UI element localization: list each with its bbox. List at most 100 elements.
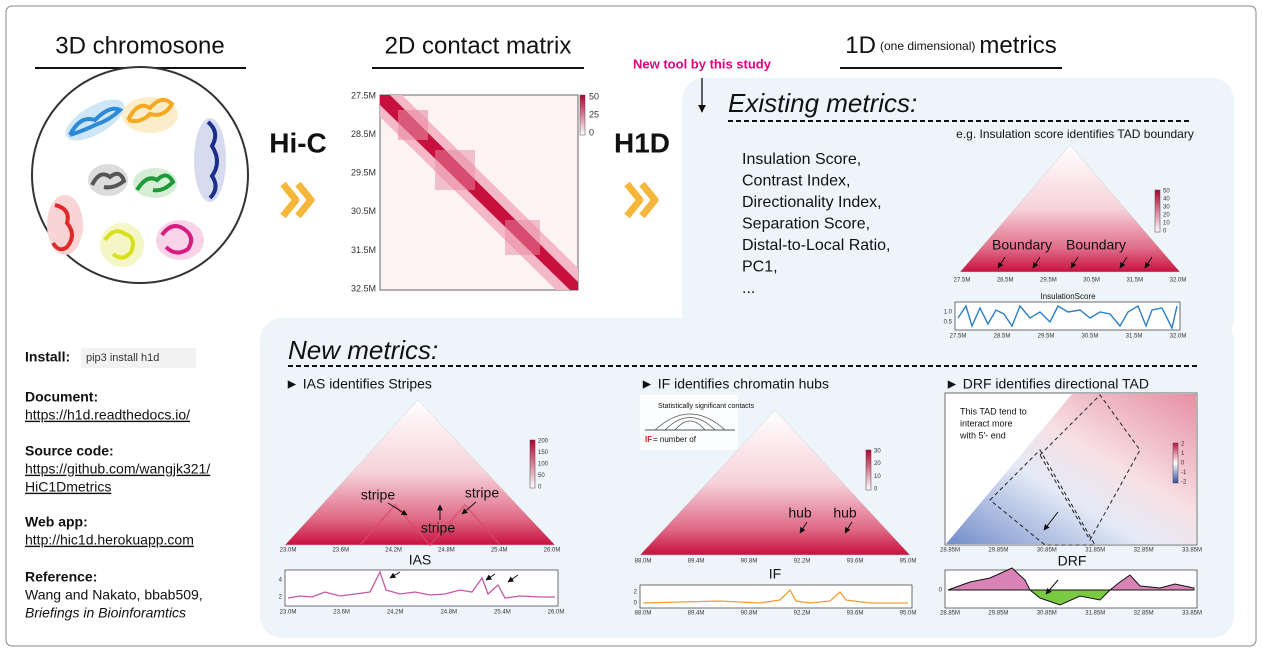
metric-item: Contrast Index, <box>742 173 851 190</box>
y-tick-label: 1.0 <box>944 310 953 316</box>
annotation: with 5'- end <box>959 430 1006 440</box>
info-label: Web app: <box>25 514 88 530</box>
step-label: Hi-C <box>269 127 327 158</box>
info-label: Source code: <box>25 443 114 459</box>
x-tick-label: 95.0M <box>900 559 917 565</box>
info-label: Document: <box>25 389 98 405</box>
figure: 3D chromosone 2D contact matrix 1D (one d… <box>0 0 1263 653</box>
y-tick-label: 100 <box>538 462 549 468</box>
track-title: InsulationScore <box>1040 292 1096 301</box>
annotation: Boundary <box>1066 237 1126 253</box>
metric-item: Separation Score, <box>742 216 870 233</box>
y-tick-label: 25 <box>589 109 599 119</box>
metric-item: PC1, <box>742 259 778 276</box>
metric-item: Directionality Index, <box>742 194 882 211</box>
x-tick-label: 29.85M <box>988 548 1008 554</box>
y-tick-label: 20 <box>1163 213 1170 219</box>
reference-text: Briefings in Bioinforamtics <box>25 605 186 621</box>
y-tick-label: 20 <box>874 461 881 467</box>
x-tick-label: 26.0M <box>548 610 565 616</box>
x-tick-label: 24.2M <box>387 610 404 616</box>
y-tick-label: 29.5M <box>351 168 376 178</box>
header: 3D chromosone <box>55 32 224 59</box>
header-part: (one dimensional) <box>880 39 975 53</box>
x-tick-label: 24.8M <box>440 610 457 616</box>
step-label: H1D <box>614 127 670 158</box>
x-tick-label: 28.5M <box>997 278 1014 284</box>
header-part: metrics <box>979 32 1056 59</box>
section-title: Existing metrics: <box>728 88 917 118</box>
annotation: interact more <box>960 418 1013 428</box>
y-tick-label: 0 <box>589 127 594 137</box>
x-tick-label: 89.4M <box>688 611 705 617</box>
inset-text: = number of <box>653 435 697 444</box>
contact-matrix <box>380 95 585 290</box>
annotation: stripe <box>465 485 499 501</box>
y-tick-label: 50 <box>1163 189 1170 195</box>
annotation: stripe <box>361 487 395 503</box>
info-label: Reference: <box>25 569 97 585</box>
x-tick-label: 23.6M <box>332 548 349 554</box>
code: pip3 install h1d <box>86 352 159 364</box>
link[interactable]: https://h1d.readthedocs.io/ <box>25 407 190 423</box>
y-tick-label: 30 <box>1163 205 1170 211</box>
track-label: IF <box>769 566 781 582</box>
y-tick-label: 10 <box>874 474 881 480</box>
x-tick-label: 28.5M <box>994 334 1011 340</box>
x-tick-label: 28.85M <box>940 548 960 554</box>
annotation: This TAD tend to <box>960 406 1027 416</box>
x-tick-label: 30.5M <box>1083 278 1100 284</box>
y-tick-label: 40 <box>1163 197 1170 203</box>
x-tick-label: 23.0M <box>280 610 297 616</box>
link[interactable]: HiC1Dmetrics <box>25 479 111 495</box>
x-tick-label: 27.5M <box>954 278 971 284</box>
track-label: IAS <box>409 552 432 568</box>
x-tick-label: 24.8M <box>438 548 455 554</box>
y-tick-label: 31.5M <box>351 245 376 255</box>
x-tick-label: 31.5M <box>1126 334 1143 340</box>
x-tick-label: 93.6M <box>847 611 864 617</box>
y-tick-label: 27.5M <box>351 90 376 100</box>
metric-item: Insulation Score, <box>742 151 861 168</box>
x-tick-label: 92.2M <box>794 559 811 565</box>
x-tick-label: 30.5M <box>1082 334 1099 340</box>
x-tick-label: 32.85M <box>1134 548 1154 554</box>
x-tick-label: 31.5M <box>1126 278 1143 284</box>
x-tick-label: 90.8M <box>741 559 758 565</box>
y-tick-label: 200 <box>538 439 549 445</box>
y-tick-label: 30.5M <box>351 206 376 216</box>
x-tick-label: 31.85M <box>1085 611 1105 617</box>
x-tick-label: 93.6M <box>847 559 864 565</box>
x-tick-label: 25.4M <box>494 610 511 616</box>
link[interactable]: https://github.com/wangjk321/ <box>25 461 210 477</box>
annotation: Boundary <box>992 237 1052 253</box>
panel-title: ► IAS identifies Stripes <box>285 376 432 392</box>
annotation: hub <box>833 505 857 521</box>
y-tick-label: 0.5 <box>944 320 953 326</box>
x-tick-label: 92.2M <box>794 611 811 617</box>
panel-title: ► DRF identifies directional TAD <box>945 376 1149 392</box>
y-tick-label: 10 <box>1163 221 1170 227</box>
x-tick-label: 27.5M <box>950 334 967 340</box>
x-tick-label: 33.85M <box>1182 548 1202 554</box>
x-tick-label: 30.85M <box>1037 548 1057 554</box>
y-tick-label: 150 <box>538 450 549 456</box>
y-tick-label: 50 <box>589 91 599 101</box>
y-tick-label: 50 <box>538 473 545 479</box>
x-tick-label: 30.85M <box>1037 611 1057 617</box>
annotation: hub <box>788 505 812 521</box>
inset-text: IF <box>645 435 652 444</box>
x-tick-label: 26.0M <box>544 548 561 554</box>
x-tick-label: 33.85M <box>1182 611 1202 617</box>
link[interactable]: http://hic1d.herokuapp.com <box>25 532 194 548</box>
reference-text: Wang and Nakato, bbab509, <box>25 587 203 603</box>
x-tick-label: 32.0M <box>1170 278 1187 284</box>
header-part: 1D <box>845 32 876 59</box>
y-tick-label: 30 <box>874 449 881 455</box>
section-title: New metrics: <box>288 335 438 365</box>
header: 2D contact matrix <box>385 32 572 59</box>
track-label: DRF <box>1058 553 1087 569</box>
new-tool-note: New tool by this study <box>633 56 772 71</box>
metric-item: Distal-to-Local Ratio, <box>742 237 891 254</box>
x-tick-label: 29.85M <box>988 611 1008 617</box>
